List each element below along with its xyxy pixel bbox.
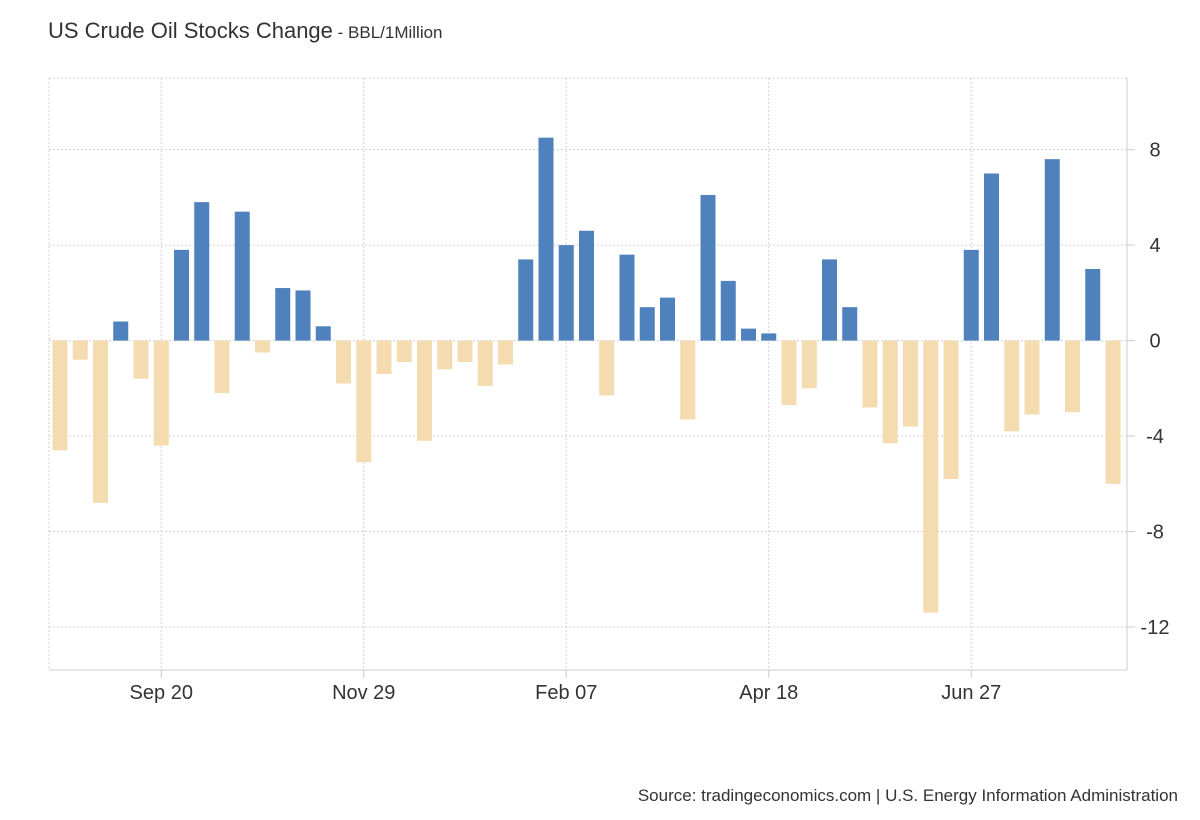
- y-tick-label: 4: [1149, 235, 1160, 257]
- title-separator: -: [332, 23, 349, 42]
- bar-positive: [660, 297, 675, 341]
- bar-negative: [214, 340, 230, 394]
- bar-positive: [174, 249, 189, 341]
- bar-negative: [72, 340, 88, 360]
- bar-positive: [963, 249, 979, 341]
- bar-positive: [720, 280, 736, 341]
- bar-negative: [133, 340, 149, 379]
- axis-layer: -12 -8 -4 0 4 8 Sep 20 Nov 29 Feb 07 Apr 18 Jun 27: [49, 78, 1169, 704]
- bar-positive: [579, 230, 594, 341]
- bar-positive: [113, 321, 129, 341]
- bar-negative: [1065, 340, 1080, 413]
- bar-positive: [558, 245, 574, 341]
- bar-negative: [356, 340, 372, 463]
- y-tick-label: -4: [1146, 426, 1164, 448]
- bar-positive: [1085, 268, 1101, 341]
- bar-positive: [315, 326, 331, 341]
- x-tick-label: Jun 27: [941, 682, 1001, 704]
- bar-positive: [741, 328, 756, 341]
- bar-positive: [275, 288, 291, 341]
- title-unit: BBL/1Million: [348, 23, 443, 42]
- bar-positive: [842, 307, 858, 341]
- bar-positive: [700, 194, 716, 341]
- bar-layer: [52, 137, 1121, 613]
- bar-negative: [903, 340, 918, 427]
- x-tick-label: Feb 07: [535, 682, 597, 704]
- bar-positive: [984, 173, 999, 341]
- bar-negative: [93, 340, 108, 503]
- y-tick-label: 8: [1149, 140, 1160, 162]
- bar-negative: [1024, 340, 1040, 415]
- bar-negative: [1105, 340, 1121, 484]
- bar-negative: [498, 340, 513, 365]
- bar-positive: [295, 290, 311, 341]
- y-tick-label: 0: [1149, 331, 1160, 353]
- bar-positive: [619, 254, 635, 341]
- bar-negative: [437, 340, 453, 370]
- bar-negative: [862, 340, 878, 408]
- x-tick-label: Nov 29: [332, 682, 395, 704]
- bar-negative: [376, 340, 392, 374]
- bar-negative: [396, 340, 412, 363]
- bar-negative: [923, 340, 939, 613]
- bar-negative: [457, 340, 473, 363]
- title-text: US Crude Oil Stocks Change: [48, 18, 333, 43]
- bar-negative: [781, 340, 797, 406]
- bar-positive: [194, 202, 210, 341]
- source-note: Source: tradingeconomics.com | U.S. Ener…: [637, 786, 1178, 805]
- bar-positive: [234, 211, 250, 341]
- bar-negative: [599, 340, 615, 396]
- bar-negative: [882, 340, 898, 444]
- chart-title: US Crude Oil Stocks Change - BBL/1Millio…: [48, 18, 443, 44]
- bar-negative: [943, 340, 959, 480]
- bar-positive: [639, 307, 655, 341]
- bar-positive: [1044, 159, 1060, 341]
- bar-positive: [518, 259, 534, 341]
- grid-layer: [48, 77, 1127, 670]
- bar-negative: [417, 340, 432, 441]
- bar-negative: [1004, 340, 1020, 432]
- bar-negative: [52, 340, 68, 451]
- x-tick-label: Apr 18: [739, 682, 798, 704]
- bar-negative: [255, 340, 270, 353]
- bar-positive: [822, 259, 837, 341]
- y-tick-label: -12: [1141, 617, 1170, 639]
- bar-negative: [153, 340, 169, 446]
- bar-negative: [336, 340, 351, 384]
- bar-positive: [761, 333, 777, 341]
- bar-negative: [680, 340, 696, 420]
- x-tick-label: Sep 20: [130, 682, 193, 704]
- bar-negative: [477, 340, 493, 386]
- y-tick-label: -8: [1146, 522, 1164, 544]
- bar-positive: [538, 137, 554, 341]
- bar-negative: [801, 340, 817, 389]
